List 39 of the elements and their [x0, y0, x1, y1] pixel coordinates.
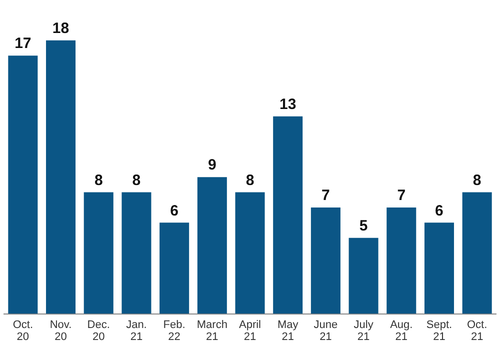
data-label: 6	[435, 202, 444, 220]
bar	[122, 192, 152, 314]
bar	[462, 192, 492, 314]
data-label: 5	[359, 217, 368, 234]
x-tick-label: July 21	[354, 318, 374, 343]
bar	[386, 207, 416, 314]
x-tick-label: May 21	[277, 318, 299, 343]
x-tick-label: March 21	[196, 318, 228, 343]
data-label: 9	[208, 156, 216, 174]
bar	[8, 56, 38, 314]
x-tick-label: Feb. 22	[163, 318, 186, 343]
bar	[273, 116, 303, 314]
data-label: 7	[397, 187, 406, 204]
x-tick-label: June 21	[314, 318, 338, 343]
data-label: 8	[472, 172, 482, 189]
bar	[424, 222, 454, 314]
x-tick-label: Oct. 21	[466, 318, 488, 343]
x-tick-label: Sept. 21	[426, 318, 452, 343]
x-tick-label: Aug. 21	[390, 318, 413, 343]
x-tick-label: Dec. 20	[87, 318, 110, 343]
bar	[197, 177, 227, 314]
x-tick-label: Nov. 20	[50, 318, 72, 343]
bar	[160, 222, 190, 314]
bar	[235, 192, 265, 314]
data-label: 8	[246, 172, 254, 189]
bar	[84, 192, 114, 314]
bar	[348, 238, 378, 314]
data-label: 8	[94, 172, 103, 189]
bar	[46, 40, 76, 314]
data-label: 17	[14, 35, 32, 52]
data-label: 7	[322, 187, 330, 204]
data-label: 13	[280, 96, 296, 113]
data-label: 8	[132, 172, 141, 189]
x-tick-label: Jan. 21	[126, 318, 147, 343]
bar	[310, 207, 340, 314]
x-tick-label: Oct. 20	[12, 318, 34, 343]
data-label: 18	[52, 20, 70, 38]
x-tick-label: April 21	[238, 318, 262, 343]
data-label: 6	[170, 202, 178, 220]
